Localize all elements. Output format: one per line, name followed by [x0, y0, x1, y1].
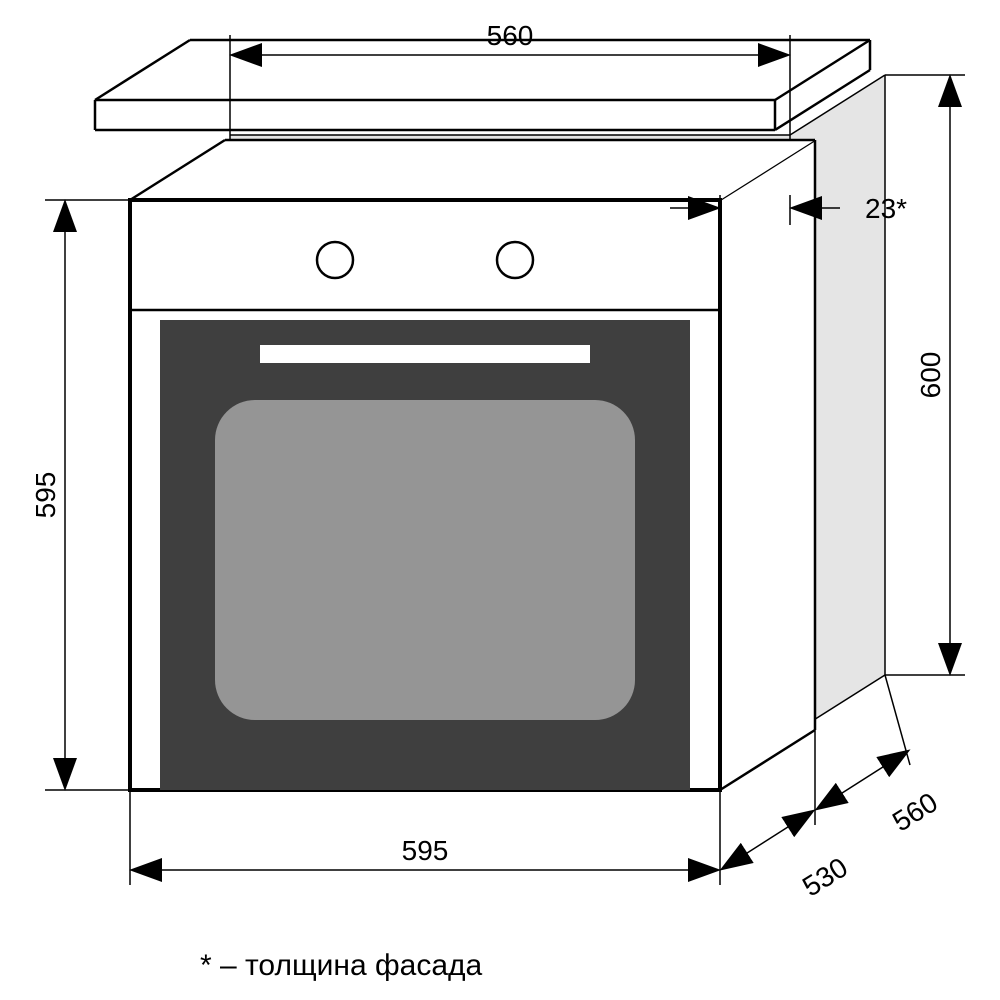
label-oven-height: 595 — [30, 472, 61, 519]
dim-oven-height: 595 — [30, 200, 130, 790]
footnote: * – толщина фасада — [200, 949, 483, 982]
label-front-thickness: 23* — [865, 193, 907, 224]
door-handle — [260, 345, 590, 363]
label-cavity-width: 560 — [487, 20, 534, 51]
label-oven-width: 595 — [402, 835, 449, 866]
label-cavity-height: 600 — [915, 352, 946, 399]
dim-cavity-height: 600 — [885, 75, 965, 675]
knob-left — [317, 242, 353, 278]
label-cavity-depth: 560 — [887, 786, 943, 837]
label-oven-depth: 530 — [797, 851, 853, 902]
knob-right — [497, 242, 533, 278]
oven-door — [160, 320, 690, 790]
oven-dimension-diagram: 560 23* 600 595 595 530 56 — [0, 0, 1000, 1000]
door-window — [215, 400, 635, 720]
dim-oven-width: 595 — [130, 790, 720, 885]
counter-shelf — [95, 40, 870, 130]
